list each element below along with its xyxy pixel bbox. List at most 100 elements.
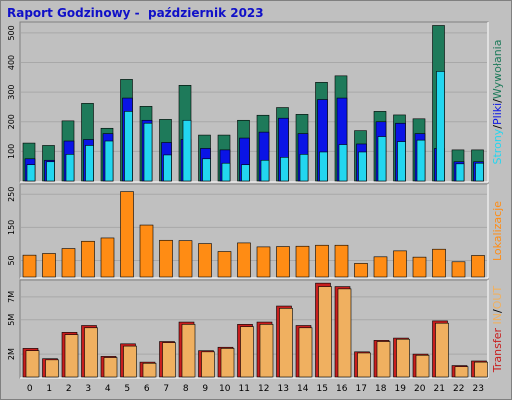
bar-lokalizacje <box>42 253 56 278</box>
xtick-label: 11 <box>239 384 250 394</box>
xtick-label: 19 <box>395 384 407 394</box>
bar-wywołania <box>143 122 153 182</box>
bar-transfer-in <box>415 354 430 378</box>
bar-lokalizacje <box>178 240 193 278</box>
legend-requests-part: Strony <box>491 128 504 164</box>
bar-wywołania <box>163 154 172 182</box>
bar-wywołania <box>124 111 133 182</box>
bar-transfer-in <box>25 350 40 378</box>
bar-wywołania <box>65 154 75 182</box>
bar-wywołania <box>358 151 367 182</box>
transfer-ytick-label: 7M <box>7 291 16 303</box>
bar-lokalizacje <box>334 244 349 278</box>
legend-transfer: Transfer IN/OUT <box>491 286 504 374</box>
bar-lokalizacje <box>198 243 212 278</box>
transfer-ytick-label: 5M <box>7 314 16 326</box>
xtick-label: 22 <box>453 384 464 394</box>
xtick-label: 7 <box>163 384 169 394</box>
bar-lokalizacje <box>471 255 485 278</box>
bar-transfer-in <box>123 345 137 378</box>
bar-transfer-in <box>337 288 352 378</box>
bar-wywołania <box>182 119 192 182</box>
legend-requests-part: Wywołania <box>491 40 504 100</box>
xtick-label: 21 <box>434 384 445 394</box>
xtick-label: 8 <box>183 384 189 394</box>
xtick-label: 4 <box>105 384 111 394</box>
bar-wywołania <box>299 154 309 182</box>
lokalizacje-ytick-label: 250 <box>7 187 16 202</box>
xtick-label: 14 <box>297 384 309 394</box>
xtick-label: 5 <box>124 384 130 394</box>
bar-wywołania <box>455 163 465 182</box>
bar-transfer-in <box>220 348 235 378</box>
bar-transfer-in <box>357 352 371 378</box>
report-title: Raport Godzinowy - październik 2023 <box>7 6 264 20</box>
bar-transfer-in <box>84 327 98 378</box>
bar-transfer-in <box>474 361 488 378</box>
xtick-label: 9 <box>202 384 208 394</box>
bar-transfer-in <box>396 338 410 378</box>
bar-lokalizacje <box>295 245 310 278</box>
transfer-ytick-label: 2M <box>7 348 16 360</box>
bar-wywołania <box>241 164 250 182</box>
bar-wywołania <box>377 136 387 182</box>
bar-lokalizacje <box>61 248 76 278</box>
transfer-panel: 2M 5M 7M <box>7 279 489 379</box>
legend-transfer-part: OUT <box>491 286 504 310</box>
xtick-label: 1 <box>46 384 52 394</box>
bar-transfer-in <box>142 362 157 378</box>
bar-wywołania <box>202 158 211 182</box>
bar-wywołania <box>397 141 406 182</box>
bar-wywołania <box>26 164 36 182</box>
bar-transfer-in <box>45 359 59 378</box>
xtick-label: 23 <box>473 384 484 394</box>
bar-lokalizacje <box>100 237 115 278</box>
bar-lokalizacje <box>159 239 173 278</box>
bar-wywołania <box>436 71 445 182</box>
bar-lokalizacje <box>81 240 95 278</box>
bar-transfer-in <box>454 366 469 378</box>
bar-lokalizacje <box>217 251 232 278</box>
xtick-label: 10 <box>219 384 231 394</box>
xtick-label: 0 <box>27 384 33 394</box>
legend-lokalizacje-part: Lokalizacje <box>491 201 504 261</box>
legend-transfer-part: IN <box>491 313 504 324</box>
xtick-label: 2 <box>66 384 72 394</box>
bar-lokalizacje <box>432 248 446 278</box>
requests-ytick-label: 400 <box>7 55 16 70</box>
xtick-label: 17 <box>356 384 367 394</box>
lokalizacje-plot-area <box>19 183 489 279</box>
xtick-label: 6 <box>144 384 150 394</box>
requests-plot-area <box>19 21 489 183</box>
bar-transfer-in <box>376 341 391 378</box>
bar-wywołania <box>104 140 114 182</box>
lokalizacje-ytick-label: 150 <box>7 220 16 235</box>
bar-transfer-in <box>162 342 176 378</box>
bar-lokalizacje <box>276 246 290 278</box>
requests-panel: 100 200 300 400 500 <box>7 21 489 183</box>
bar-transfer-in <box>279 308 293 378</box>
requests-ytick-label: 500 <box>7 25 16 40</box>
bar-transfer-in <box>201 351 215 378</box>
legend-transfer-part: Transfer <box>491 327 504 373</box>
bar-transfer-in <box>259 324 274 378</box>
bar-wywołania <box>475 162 484 182</box>
bar-wywołania <box>319 151 328 182</box>
lokalizacje-ytick-label: 50 <box>7 255 16 265</box>
bar-transfer-in <box>64 334 79 378</box>
bar-lokalizacje <box>451 261 466 278</box>
legend-requests: Strony/Pliki/Wywołania <box>491 40 504 165</box>
legend-requests-part: Pliki <box>491 103 504 125</box>
bar-lokalizacje <box>256 246 271 278</box>
bar-lokalizacje <box>315 244 329 278</box>
bar-transfer-in <box>181 324 196 378</box>
legend-lokalizacje: Lokalizacje <box>491 201 504 261</box>
bar-wywołania <box>260 159 270 182</box>
bar-wywołania <box>85 145 94 182</box>
bar-transfer-in <box>103 357 118 378</box>
requests-ytick-label: 200 <box>7 114 16 129</box>
bar-lokalizacje <box>354 263 368 278</box>
bar-lokalizacje <box>22 254 37 278</box>
lokalizacje-panel: 50 150 250 <box>7 183 489 279</box>
